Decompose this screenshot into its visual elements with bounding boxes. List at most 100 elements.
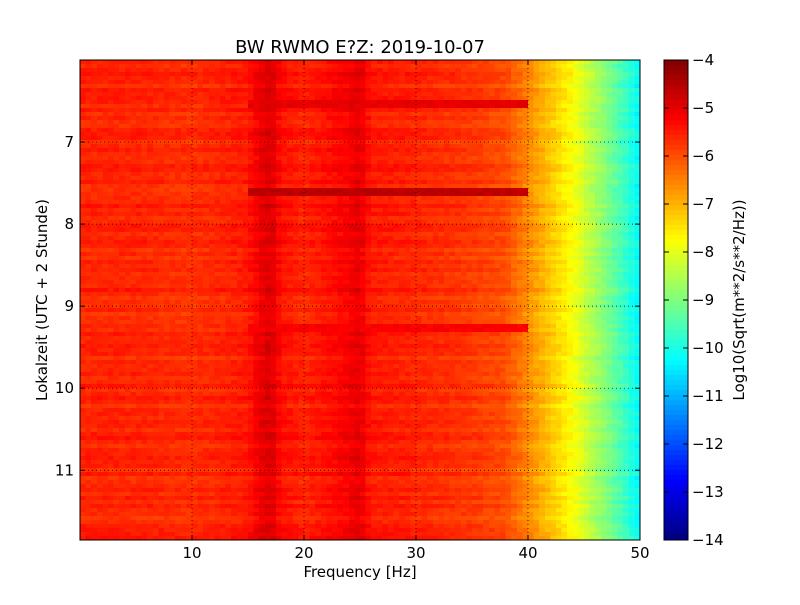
heatmap-cell [337, 180, 344, 185]
heatmap-cell [231, 256, 238, 261]
heatmap-cell [192, 128, 199, 133]
heatmap-cell [96, 232, 103, 237]
heatmap-cell [584, 204, 591, 209]
heatmap-cell [281, 148, 288, 153]
heatmap-cell [472, 84, 479, 89]
heatmap-cell [259, 220, 266, 225]
heatmap-cell [539, 136, 546, 141]
heatmap-cell [399, 64, 406, 69]
heatmap-cell [404, 108, 411, 113]
heatmap-cell [516, 236, 523, 241]
heatmap-cell [80, 112, 87, 117]
heatmap-cell [606, 180, 613, 185]
heatmap-cell [371, 252, 378, 257]
heatmap-cell [516, 168, 523, 173]
heatmap-cell [388, 184, 395, 189]
heatmap-cell [270, 200, 277, 205]
heatmap-cell [455, 180, 462, 185]
heatmap-cell [416, 196, 423, 201]
heatmap-cell [220, 224, 227, 229]
heatmap-cell [354, 112, 361, 117]
heatmap-cell [113, 232, 120, 237]
heatmap-cell [309, 84, 316, 89]
heatmap-cell [85, 216, 92, 221]
heatmap-cell [444, 252, 451, 257]
heatmap-cell [544, 104, 551, 109]
heatmap-cell [550, 72, 557, 77]
heatmap-cell [516, 208, 523, 213]
heatmap-cell [617, 88, 624, 93]
heatmap-cell [337, 112, 344, 117]
heatmap-cell [158, 140, 165, 145]
heatmap-cell [96, 84, 103, 89]
heatmap-cell [550, 112, 557, 117]
heatmap-cell [124, 196, 131, 201]
heatmap-cell [242, 204, 249, 209]
heatmap-cell [421, 72, 428, 77]
heatmap-cell [253, 200, 260, 205]
heatmap-cell [292, 160, 299, 165]
heatmap-cell [371, 240, 378, 245]
heatmap-cell [85, 220, 92, 225]
heatmap-cell [180, 184, 187, 189]
heatmap-cell [124, 136, 131, 141]
heatmap-cell [332, 116, 339, 121]
heatmap-cell [589, 160, 596, 165]
heatmap-cell [449, 104, 456, 109]
heatmap-cell [410, 240, 417, 245]
heatmap-cell [175, 120, 182, 125]
heatmap-cell [528, 172, 535, 177]
heatmap-cell [511, 204, 518, 209]
heatmap-cell [164, 156, 171, 161]
heatmap-cell [292, 156, 299, 161]
heatmap-cell [567, 228, 574, 233]
heatmap-cell [550, 256, 557, 261]
heatmap-cell [270, 140, 277, 145]
heatmap-cell [158, 108, 165, 113]
heatmap-cell [416, 60, 423, 65]
heatmap-cell [578, 172, 585, 177]
heatmap-cell [416, 212, 423, 217]
heatmap-cell [130, 204, 137, 209]
heatmap-cell [376, 160, 383, 165]
heatmap-cell [124, 236, 131, 241]
heatmap-cell [432, 104, 439, 109]
heatmap-cell [623, 248, 630, 253]
heatmap-cell [466, 148, 473, 153]
heatmap-cell [584, 64, 591, 69]
heatmap-cell [315, 216, 322, 221]
heatmap-cell [298, 116, 305, 121]
heatmap-cell [270, 196, 277, 201]
heatmap-cell [225, 244, 232, 249]
heatmap-cell [220, 100, 227, 105]
heatmap-cell [628, 240, 635, 245]
heatmap-cell [567, 184, 574, 189]
heatmap-cell [119, 140, 126, 145]
heatmap-cell [410, 200, 417, 205]
heatmap-cell [248, 164, 255, 169]
heatmap-cell [550, 176, 557, 181]
heatmap-cell [578, 164, 585, 169]
heatmap-cell [516, 96, 523, 101]
heatmap-cell [214, 80, 221, 85]
heatmap-cell [600, 168, 607, 173]
heatmap-cell [494, 196, 501, 201]
heatmap-cell [332, 72, 339, 77]
heatmap-cell [113, 180, 120, 185]
heatmap-cell [382, 152, 389, 157]
heatmap-cell [399, 144, 406, 149]
heatmap-cell [348, 180, 355, 185]
heatmap-cell [589, 212, 596, 217]
heatmap-cell [578, 212, 585, 217]
heatmap-cell [225, 96, 232, 101]
heatmap-cell [612, 220, 619, 225]
heatmap-cell [528, 188, 535, 193]
heatmap-cell [455, 200, 462, 205]
heatmap-cell [500, 192, 507, 197]
heatmap-cell [455, 72, 462, 77]
heatmap-cell [550, 228, 557, 233]
heatmap-cell [556, 248, 563, 253]
heatmap-cell [477, 244, 484, 249]
heatmap-cell [124, 188, 131, 193]
heatmap-cell [416, 232, 423, 237]
